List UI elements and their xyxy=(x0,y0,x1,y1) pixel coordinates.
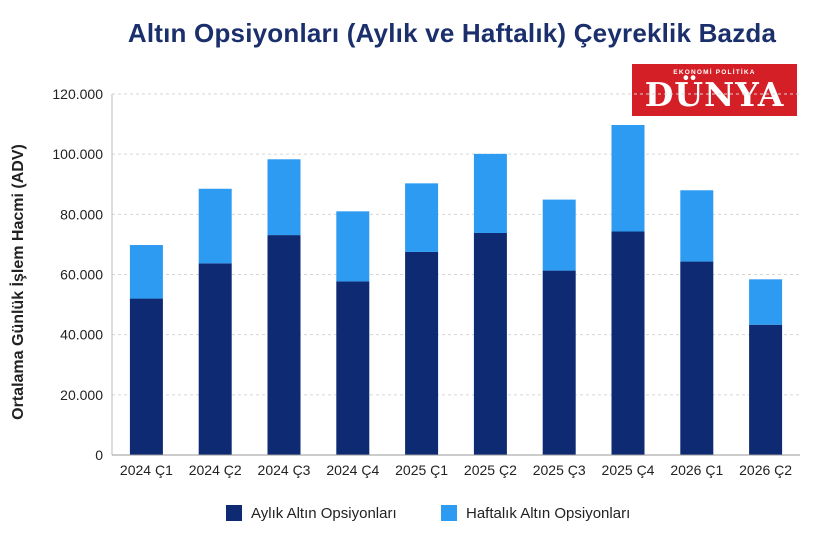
bars xyxy=(129,124,783,455)
bar-weekly xyxy=(267,159,301,236)
legend: Aylık Altın Opsiyonları Haftalık Altın O… xyxy=(0,502,820,524)
x-tick-label: 2026 Ç1 xyxy=(670,462,723,478)
bar-monthly xyxy=(473,232,507,455)
bar-weekly xyxy=(473,153,507,233)
bar-weekly xyxy=(336,211,370,282)
legend-swatch-monthly xyxy=(226,505,242,521)
x-tick-label: 2025 Ç1 xyxy=(395,462,448,478)
x-tick-label: 2025 Ç2 xyxy=(464,462,517,478)
bar-weekly xyxy=(542,199,576,271)
bar-weekly xyxy=(680,190,714,262)
logo-subtitle: EKONOMİ POLİTİKA xyxy=(673,69,756,76)
x-tick-label: 2024 Ç2 xyxy=(189,462,242,478)
legend-label-monthly: Aylık Altın Opsiyonları xyxy=(251,504,397,522)
bar-monthly xyxy=(749,324,783,455)
y-tick-label: 40.000 xyxy=(60,327,103,343)
bar-monthly xyxy=(680,261,714,455)
legend-swatch-weekly xyxy=(441,505,457,521)
bar-weekly xyxy=(405,183,439,252)
bar-monthly xyxy=(542,270,576,455)
x-tick-label: 2024 Ç4 xyxy=(326,462,379,478)
bar-weekly xyxy=(611,124,645,232)
y-axis-ticks: 0 20.000 40.000 60.000 80.000 100.000 120.000 xyxy=(52,86,103,463)
bar-weekly xyxy=(198,188,232,264)
y-tick-label: 0 xyxy=(95,447,103,463)
y-tick-label: 80.000 xyxy=(60,206,103,222)
x-axis-ticks: 2024 Ç1 2024 Ç2 2024 Ç3 2024 Ç4 2025 Ç1 2025 … xyxy=(120,462,792,478)
x-tick-label: 2024 Ç3 xyxy=(258,462,311,478)
x-tick-label: 2025 Ç3 xyxy=(533,462,586,478)
stacked-bar-chart: 020.00040.00060.00080.000100.000120.000 … xyxy=(9,86,800,478)
x-tick-label: 2024 Ç1 xyxy=(120,462,173,478)
bar-monthly xyxy=(405,251,439,455)
bar-weekly xyxy=(129,245,163,299)
y-tick-label: 100.000 xyxy=(52,146,103,162)
y-tick-label: 120.000 xyxy=(52,86,103,102)
bar-monthly xyxy=(129,298,163,455)
legend-label-weekly: Haftalık Altın Opsiyonları xyxy=(466,504,631,522)
y-axis-label: Ortalama Günlük İşlem Hacmi (ADV) xyxy=(9,144,27,420)
legend-item-monthly: Aylık Altın Opsiyonları xyxy=(226,502,397,524)
chart-title: Altın Opsiyonları (Aylık ve Haftalık) Çe… xyxy=(127,18,777,48)
x-tick-label: 2025 Ç4 xyxy=(602,462,655,478)
bar-monthly xyxy=(198,263,232,455)
bar-weekly xyxy=(749,279,783,325)
bar-monthly xyxy=(267,235,301,455)
y-tick-label: 60.000 xyxy=(60,267,103,283)
bar-monthly xyxy=(336,281,370,455)
x-tick-label: 2026 Ç2 xyxy=(739,462,792,478)
legend-item-weekly: Haftalık Altın Opsiyonları xyxy=(441,502,630,524)
bar-monthly xyxy=(611,231,645,455)
y-tick-label: 20.000 xyxy=(60,387,103,403)
